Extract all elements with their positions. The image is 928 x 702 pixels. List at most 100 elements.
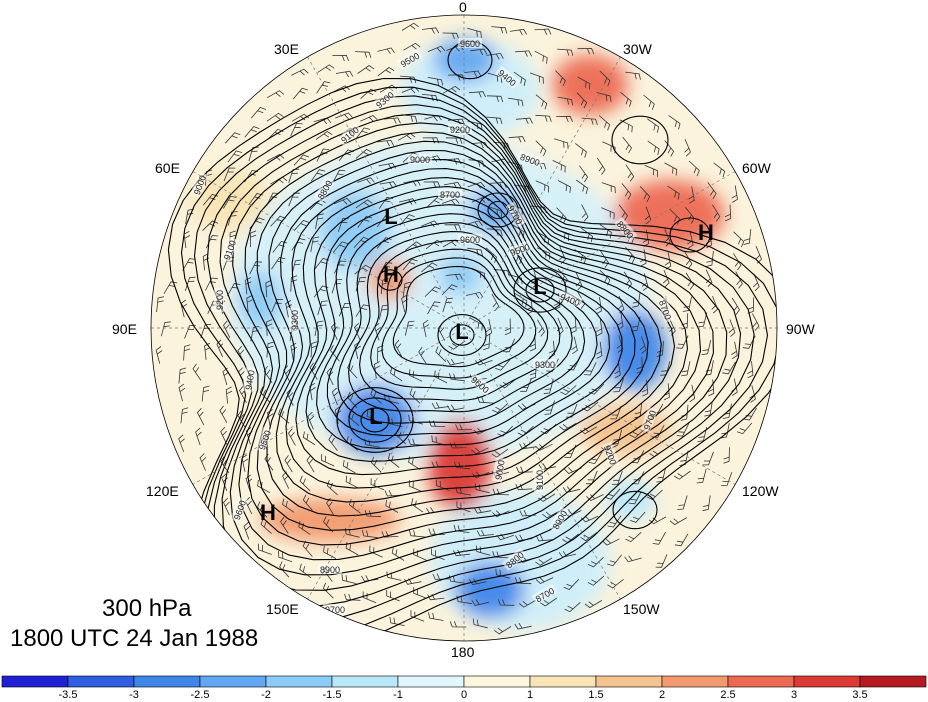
wind-barb [702,451,714,466]
wind-barb [701,340,712,355]
wind-barb [552,160,566,173]
wind-barb [335,70,354,78]
wind-barb [357,177,375,184]
wind-barb [184,276,196,292]
wind-barb [733,231,745,248]
wind-barb [724,204,732,222]
wind-barb [341,574,357,584]
wind-barb [655,554,668,568]
wind-barb [607,515,622,528]
wind-barb [495,359,511,371]
wind-barb [574,249,587,264]
wind-barb [535,577,554,584]
wind-barb [534,50,548,64]
colorbar-tick: 1 [526,689,534,701]
contour-label: 9700 [325,605,345,615]
wind-barb [250,230,257,248]
wind-barb [223,320,231,338]
wind-barb [322,582,334,599]
wind-barb [508,97,524,107]
wind-barb [384,490,402,497]
wind-barb [587,575,605,586]
wind-barb [408,438,425,446]
wind-barb [492,403,509,414]
height-contour [359,239,561,402]
colorbar-swatch [133,675,201,688]
wind-barb [344,593,361,601]
colorbar-swatch [331,675,399,688]
wind-barb [355,304,370,317]
wind-barb [442,32,460,40]
wind-barb [560,385,577,396]
wind-barb [516,466,533,473]
lon-label-120e: 120E [146,483,179,499]
contour-label: 9400 [243,369,256,390]
colorbar-tick: -3 [129,689,139,701]
contour-label: 9200 [450,125,470,135]
wind-barb [688,186,695,204]
wind-barb [712,204,721,222]
wind-barb [310,236,320,252]
wind-barb [535,443,553,451]
contour-label: 9200 [215,290,225,310]
wind-barb [394,339,403,357]
wind-barb [602,538,620,546]
wind-barb [596,92,612,102]
wind-barb [697,312,708,328]
wind-barb [529,334,537,352]
height-contour [193,95,769,624]
anomaly-negative-core [320,190,390,270]
wind-barb [496,533,514,541]
wind-barb [535,534,553,542]
wind-barb [677,495,688,510]
wind-barb [563,579,580,590]
colorbar-swatch [463,675,531,688]
map-border [150,14,778,642]
closed-contour [525,277,555,303]
wind-barb [426,197,443,208]
wind-barb [735,271,743,289]
wind-barb [584,362,597,376]
wind-barb [504,318,511,336]
wind-barb [587,556,604,568]
wind-barb [543,379,554,395]
wind-barb [446,404,465,412]
contour-label: 9300 [535,360,555,370]
contour-label: 8900 [320,565,340,575]
wind-barb [728,319,736,337]
wind-barb [625,532,642,543]
wind-barb [357,215,373,228]
wind-barb [494,626,512,635]
height-contour [348,231,573,413]
wind-barb [425,239,443,250]
lon-label-150e: 150E [266,601,299,617]
wind-barb [278,408,290,424]
wind-barb [470,48,488,56]
graticule [151,15,777,641]
wind-barb [360,115,378,122]
wind-barb [743,229,752,245]
wind-barb [497,599,515,606]
wind-barb [219,405,228,423]
wind-barb [600,250,609,268]
lon-label-60w: 60W [742,160,771,176]
wind-barb [265,280,272,298]
wind-barb [309,382,316,401]
wind-barb [556,115,573,123]
wind-barb [357,65,375,74]
wind-barb [581,117,598,126]
anomaly-negative-core [455,562,525,618]
wind-barb [707,182,717,200]
wind-barb [557,48,574,56]
high-pressure-marker: H [383,262,399,287]
height-contour [337,222,586,424]
wind-barb [195,427,202,446]
height-contour [167,77,777,641]
wind-barb [477,396,494,404]
wind-barb [192,363,202,381]
wind-barb [345,475,359,489]
wind-barb [445,273,463,281]
wind-barb [515,483,533,491]
wind-barb [399,214,415,226]
height-contour [370,248,549,390]
